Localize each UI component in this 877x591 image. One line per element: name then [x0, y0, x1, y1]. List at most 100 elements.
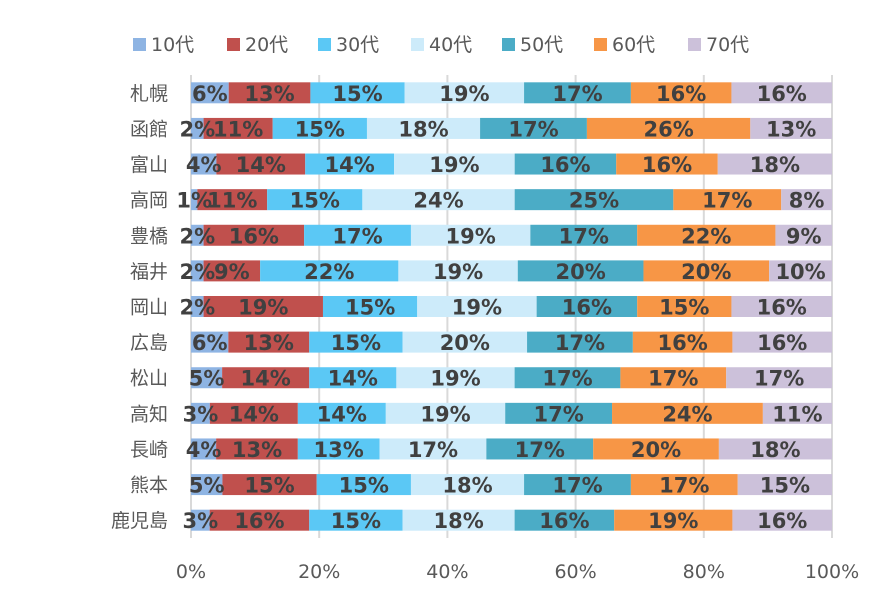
x-tick-label: 80%	[683, 561, 725, 583]
data-label: 17%	[332, 224, 382, 248]
bar-segment	[191, 402, 210, 424]
x-tick-label: 100%	[805, 561, 859, 583]
data-label: 9%	[786, 224, 822, 248]
data-label: 5%	[189, 474, 225, 498]
bar-segment	[612, 402, 763, 424]
bar-segment	[402, 509, 515, 531]
data-label: 11%	[207, 189, 257, 213]
category-label: 高岡	[130, 190, 168, 212]
data-label: 16%	[540, 153, 590, 177]
bar-segment	[505, 402, 613, 424]
x-tick-label: 20%	[298, 561, 340, 583]
bar-segment	[480, 117, 587, 139]
bar-segment	[536, 296, 638, 317]
bar-segment	[630, 82, 732, 104]
data-label: 19%	[433, 260, 483, 284]
data-label: 17%	[552, 82, 602, 106]
legend-label: 60代	[612, 34, 655, 56]
data-label: 5%	[189, 367, 225, 391]
data-label: 15%	[760, 474, 810, 498]
bar-segment	[410, 474, 525, 496]
bar-segment	[732, 331, 832, 353]
data-label: 13%	[244, 82, 294, 106]
category-label: 高知	[130, 403, 168, 425]
bar-segment	[322, 296, 418, 317]
bar-segment	[398, 260, 518, 282]
bar-segment	[530, 224, 638, 246]
bar-segment	[402, 331, 528, 353]
data-label: 16%	[656, 82, 706, 106]
bar-segment	[209, 509, 310, 531]
bar-segment	[362, 189, 515, 211]
bar-segment	[191, 509, 210, 531]
legend-swatch	[411, 38, 424, 51]
data-label: 13%	[232, 438, 282, 462]
data-label: 2%	[179, 224, 215, 248]
category-label: 函館	[130, 118, 168, 140]
bar-segment	[632, 331, 733, 353]
data-label: 17%	[559, 224, 609, 248]
data-label: 4%	[186, 153, 222, 177]
data-label: 17%	[648, 367, 698, 391]
legend-label: 20代	[245, 34, 288, 56]
data-label: 17%	[533, 402, 583, 426]
data-label: 20%	[631, 438, 681, 462]
data-label: 17%	[542, 367, 592, 391]
legend: 10代 20代 30代 40代 50代 60代 70代	[133, 34, 749, 56]
bar-segment	[304, 224, 411, 246]
data-label: 19%	[429, 153, 479, 177]
data-label: 2%	[179, 117, 215, 141]
data-label: 22%	[304, 260, 354, 284]
data-label: 14%	[317, 402, 367, 426]
legend-swatch	[502, 38, 515, 51]
data-label: 13%	[766, 117, 816, 141]
bar-segment	[305, 153, 395, 175]
bar-segment	[514, 367, 621, 389]
bar-segment	[203, 224, 305, 246]
data-label: 14%	[229, 402, 279, 426]
data-label: 6%	[192, 82, 228, 106]
legend-label: 40代	[429, 34, 472, 56]
category-label: 広島	[130, 332, 168, 354]
data-label: 17%	[754, 367, 804, 391]
bar-segment	[197, 189, 268, 211]
bar-segment	[593, 438, 719, 460]
data-label: 17%	[702, 189, 752, 213]
bar-segment	[309, 367, 397, 389]
data-label: 15%	[339, 474, 389, 498]
bar-segment	[417, 296, 537, 317]
bar-segment	[394, 153, 515, 175]
bar-segment	[586, 117, 751, 139]
data-label: 10%	[775, 260, 825, 284]
bar-segment	[222, 474, 317, 496]
data-label: 18%	[442, 474, 492, 498]
legend-item: 40代	[411, 34, 472, 56]
bar-segment	[379, 438, 487, 460]
bar-segment	[673, 189, 782, 211]
data-label: 20%	[440, 331, 490, 355]
data-label: 19%	[420, 402, 470, 426]
bar-segment	[191, 82, 229, 104]
bar-segment	[191, 438, 217, 460]
bar-segment	[203, 117, 273, 139]
bar-segment	[366, 117, 481, 139]
data-label: 1%	[176, 189, 212, 213]
data-label: 16%	[562, 296, 612, 320]
data-label: 19%	[648, 509, 698, 533]
bar-segment	[309, 509, 403, 531]
legend-swatch	[133, 38, 146, 51]
bar-segment	[750, 117, 832, 139]
legend-label: 30代	[336, 34, 379, 56]
bar-segment	[514, 153, 617, 175]
data-label: 17%	[508, 117, 558, 141]
bar-segment	[781, 189, 832, 211]
bars	[191, 82, 832, 531]
bar-segment	[637, 296, 732, 317]
bar-segment	[222, 367, 310, 389]
legend-item: 20代	[227, 34, 288, 56]
data-label: 17%	[552, 474, 602, 498]
data-label: 11%	[772, 402, 822, 426]
bar-segment	[228, 82, 311, 104]
data-label: 11%	[213, 117, 263, 141]
category-label: 岡山	[130, 297, 168, 319]
